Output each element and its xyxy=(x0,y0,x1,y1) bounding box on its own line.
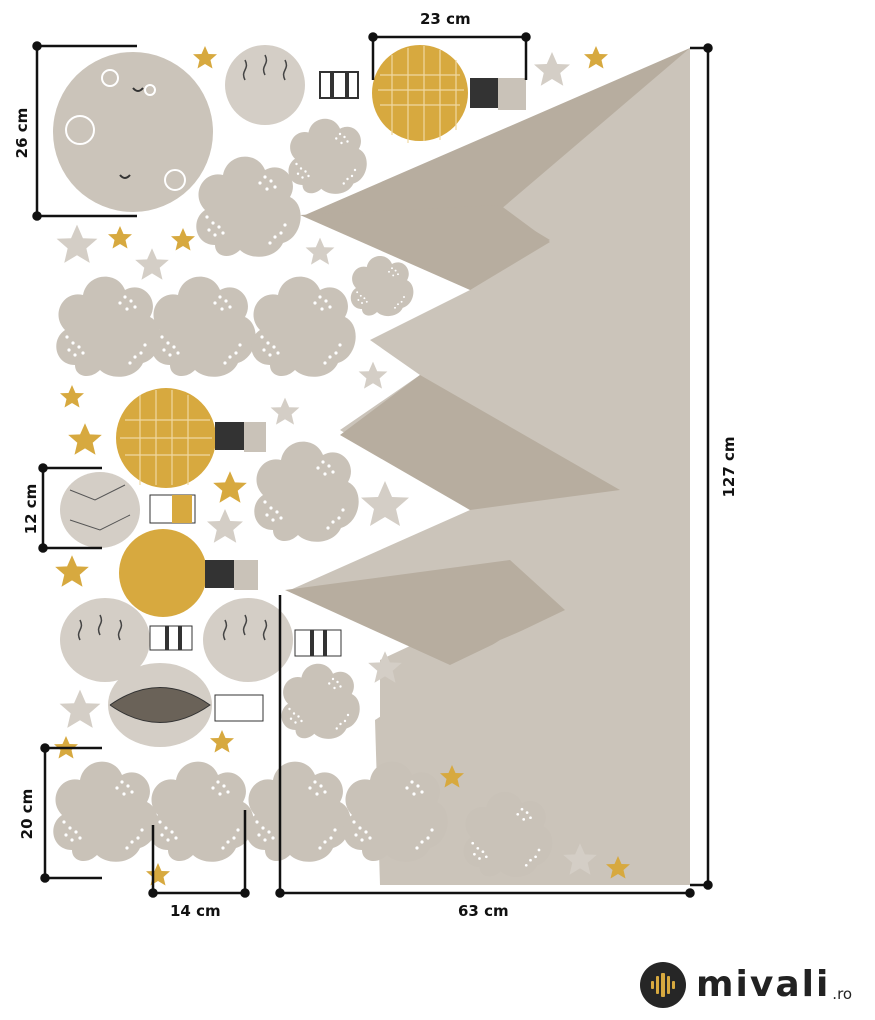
balloon-striped-left xyxy=(60,598,193,682)
cloud xyxy=(196,156,301,257)
mountain-fold-1 xyxy=(300,205,550,290)
cloud xyxy=(53,761,158,862)
balloon-ribbed xyxy=(108,663,264,747)
moon xyxy=(53,52,213,212)
dimension-lines xyxy=(32,32,713,898)
cloud xyxy=(149,761,254,862)
cloud xyxy=(343,761,448,862)
dimension-label-cloud-width: 14 cm xyxy=(170,902,221,920)
dimension-label-mountain-height: 127 cm xyxy=(720,436,738,498)
cloud xyxy=(350,255,414,317)
balloon-gold-grid-mid xyxy=(116,388,266,488)
dimension-label-moon: 26 cm xyxy=(13,107,31,159)
balloon-gold-grid-top xyxy=(372,45,526,143)
balloon-gold-dotted xyxy=(119,529,258,617)
brand-name: mivali xyxy=(696,964,831,1005)
balloon-striped-right xyxy=(203,598,342,682)
balloon-small-flags xyxy=(60,472,196,548)
dimension-label-cloud-height: 20 cm xyxy=(18,788,36,840)
brand-logo: mivali .ro xyxy=(640,962,852,1008)
cloud xyxy=(246,761,351,862)
mountain-fold-2 xyxy=(340,375,620,510)
dimension-label-balloon-top: 23 cm xyxy=(420,10,471,28)
cloud xyxy=(281,663,360,739)
cloud xyxy=(151,276,256,377)
mountain-front-2 xyxy=(375,560,690,885)
cloud xyxy=(254,441,359,542)
cloud xyxy=(288,118,367,194)
cloud xyxy=(251,276,356,377)
brand-tld: .ro xyxy=(832,985,853,1003)
dimension-label-mountain-width: 63 cm xyxy=(458,902,509,920)
dimension-label-balloon-small: 12 cm xyxy=(22,483,40,535)
cloud xyxy=(56,276,161,377)
soundwave-logo-icon xyxy=(640,962,686,1008)
mountain-fold-3 xyxy=(285,560,565,665)
balloon-striped-top xyxy=(225,45,359,125)
